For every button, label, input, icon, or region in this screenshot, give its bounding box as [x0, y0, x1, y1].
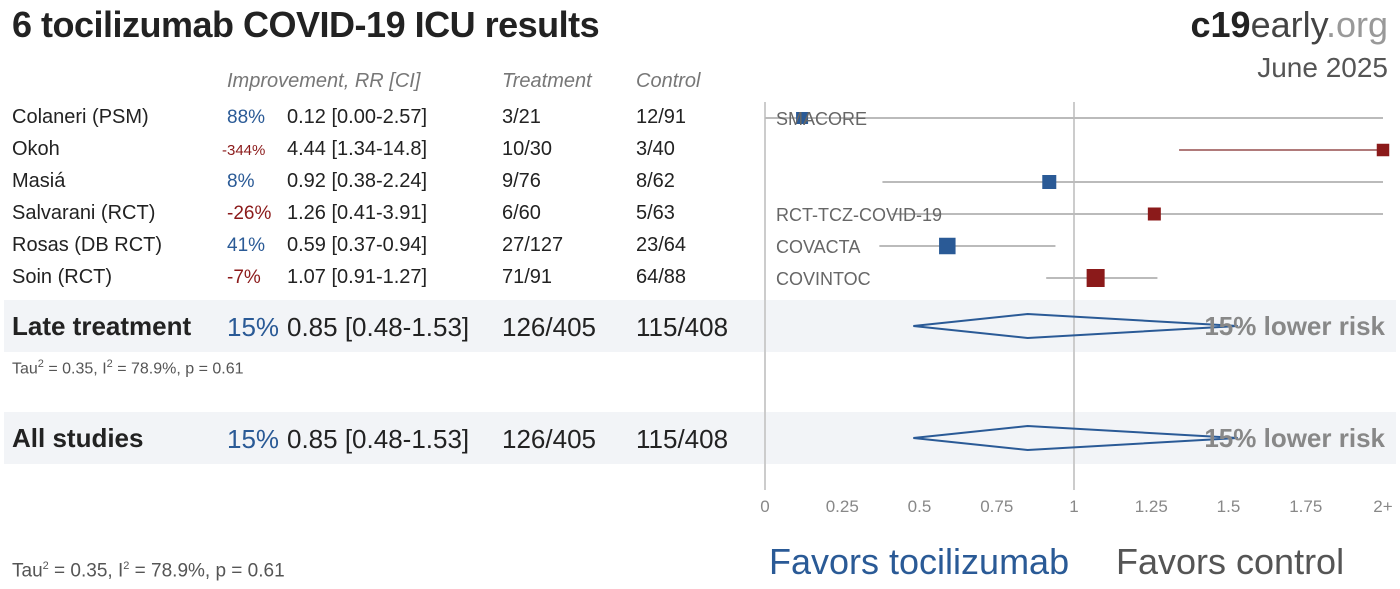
- header-improvement: Improvement, RR [CI]: [227, 70, 421, 92]
- summary-treatment: 126/405: [502, 424, 596, 454]
- footer-stat: Tau2 = 0.35, I2 = 78.9%, p = 0.61: [12, 560, 285, 582]
- brand-logo[interactable]: c19early.org: [1191, 4, 1388, 46]
- study-treatment: 9/76: [502, 170, 541, 192]
- study-name: Soin (RCT): [12, 266, 113, 288]
- brand-part1: c19: [1190, 4, 1251, 45]
- x-tick-label: 1.25: [1135, 497, 1168, 516]
- x-tick-label: 0.25: [826, 497, 859, 516]
- study-improvement: -7%: [227, 267, 261, 288]
- point-estimate: [939, 237, 956, 255]
- x-tick-label: 1: [1069, 497, 1078, 516]
- favors-treatment-label: Favors tocilizumab: [769, 541, 1070, 582]
- favors-control-label: Favors control: [1116, 541, 1345, 582]
- study-control: 64/88: [636, 266, 687, 288]
- summary-improvement: 15%: [227, 312, 280, 342]
- study-label: COVACTA: [776, 237, 860, 257]
- study-name: Okoh: [12, 138, 60, 160]
- all-studies-band: [4, 412, 1396, 464]
- study-control: 23/64: [636, 234, 687, 256]
- study-rr: 4.44 [1.34-14.8]: [287, 138, 428, 160]
- x-tick-label: 0.75: [980, 497, 1013, 516]
- study-improvement: 8%: [227, 171, 255, 192]
- study-treatment: 27/127: [502, 234, 564, 256]
- x-tick-label: 0: [760, 497, 769, 516]
- study-rr: 1.07 [0.91-1.27]: [287, 266, 428, 288]
- risk-label: 15% lower risk: [1204, 311, 1385, 341]
- brand-part2: early: [1250, 4, 1326, 45]
- study-rr: 0.59 [0.37-0.94]: [287, 234, 428, 256]
- study-control: 8/62: [636, 170, 675, 192]
- summary-name: All studies: [12, 423, 144, 453]
- summary-treatment: 126/405: [502, 312, 596, 342]
- study-rr: 0.92 [0.38-2.24]: [287, 170, 428, 192]
- study-rr: 1.26 [0.41-3.91]: [287, 202, 428, 224]
- pooled-diamond: [913, 424, 1238, 452]
- point-estimate: [1042, 175, 1057, 189]
- page-title: 6 tocilizumab COVID-19 ICU results: [12, 4, 600, 45]
- summary-rr: 0.85 [0.48-1.53]: [287, 312, 470, 342]
- pooled-diamond: [913, 312, 1238, 340]
- study-label: SMACORE: [776, 109, 867, 129]
- brand-part3: .org: [1325, 4, 1388, 45]
- study-control: 12/91: [636, 106, 687, 128]
- study-label: RCT-TCZ-COVID-19: [776, 205, 942, 225]
- study-treatment: 10/30: [502, 138, 553, 160]
- study-name: Salvarani (RCT): [12, 202, 156, 224]
- summary-rr: 0.85 [0.48-1.53]: [287, 424, 470, 454]
- summary-improvement: 15%: [227, 424, 280, 454]
- study-label: COVINTOC: [776, 269, 871, 289]
- summary-name: Late treatment: [12, 311, 192, 341]
- study-name: Colaneri (PSM): [12, 106, 149, 128]
- study-improvement: 88%: [227, 107, 266, 128]
- study-treatment: 71/91: [502, 266, 553, 288]
- study-treatment: 3/21: [502, 106, 541, 128]
- study-name: Masiá: [12, 170, 66, 192]
- x-tick-label: 0.5: [908, 497, 932, 516]
- summary-control: 115/408: [636, 424, 729, 454]
- point-estimate: [1147, 207, 1161, 221]
- study-treatment: 6/60: [502, 202, 541, 224]
- x-tick-label: 1.5: [1217, 497, 1241, 516]
- study-name: Rosas (DB RCT): [12, 234, 163, 256]
- study-control: 5/63: [636, 202, 675, 224]
- late-treatment-stat: Tau2 = 0.35, I2 = 78.9%, p = 0.61: [12, 358, 244, 378]
- risk-label: 15% lower risk: [1204, 423, 1385, 453]
- study-improvement: -344%: [222, 142, 266, 159]
- point-estimate: [1376, 143, 1390, 157]
- study-improvement: 41%: [227, 235, 266, 256]
- late-treatment-band: [4, 300, 1396, 352]
- header-treatment: Treatment: [502, 70, 592, 92]
- point-estimate: [796, 112, 809, 124]
- point-estimate: [1086, 269, 1105, 287]
- report-date: June 2025: [1257, 52, 1388, 83]
- x-tick-label: 1.75: [1289, 497, 1322, 516]
- x-tick-label: 2+: [1373, 497, 1392, 516]
- study-improvement: -26%: [227, 203, 272, 224]
- study-control: 3/40: [636, 138, 675, 160]
- summary-control: 115/408: [636, 312, 729, 342]
- study-rr: 0.12 [0.00-2.57]: [287, 106, 428, 128]
- header-control: Control: [636, 70, 701, 92]
